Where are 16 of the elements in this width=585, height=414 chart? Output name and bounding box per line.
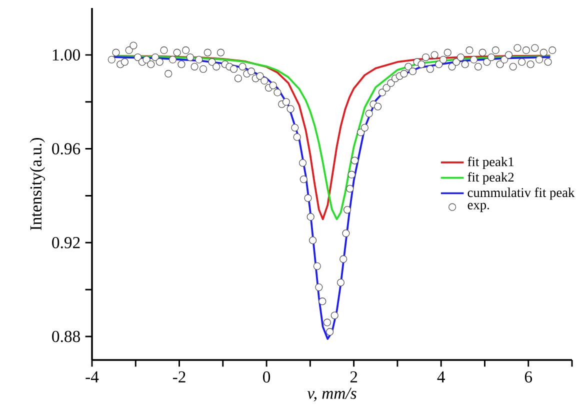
x-tick-label: 4 [437, 371, 445, 382]
legend-label: exp. [468, 202, 489, 212]
x-axis-title: v, mm/s [307, 388, 356, 402]
x-tick-label: -2 [172, 371, 186, 382]
x-tick-label: 0 [263, 371, 270, 383]
y-axis-title: Intensity(a.u.) [30, 138, 45, 230]
x-tick-label: 6 [524, 371, 532, 383]
y-tick-label: 1.00 [52, 49, 80, 61]
legend-label: fit peak2 [468, 172, 514, 184]
y-tick-label: 0.88 [52, 330, 80, 342]
legend-label: fit peak1 [468, 156, 514, 170]
y-tick-label: 0.92 [52, 237, 80, 248]
x-tick-label: -4 [86, 371, 99, 382]
legend-label: cummulativ fit peak [468, 188, 575, 200]
y-tick-label: 0.96 [52, 143, 80, 154]
x-tick-label: 2 [350, 371, 358, 382]
